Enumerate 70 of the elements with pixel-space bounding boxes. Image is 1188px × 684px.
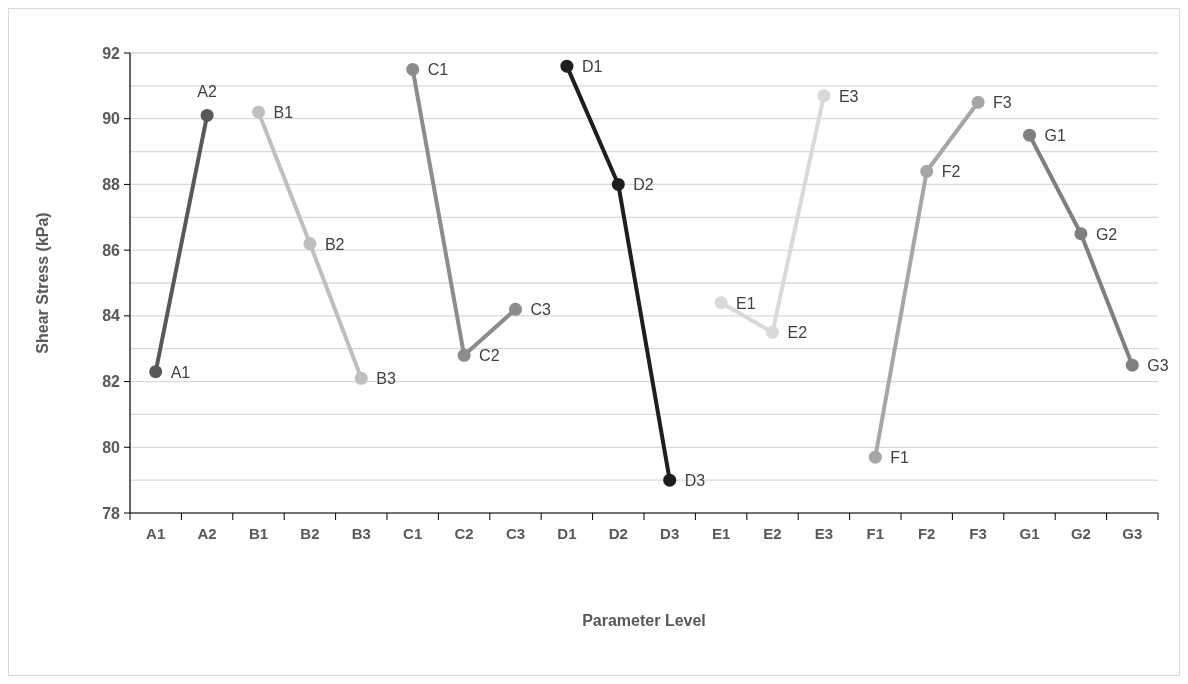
x-tick-label: F1 [866,525,885,542]
x-axis-title: Parameter Level [582,612,706,629]
x-tick-label: A2 [197,525,217,542]
point [457,348,471,362]
point [1074,227,1088,241]
x-tick-label: D1 [557,525,577,542]
x-tick-label: G2 [1070,525,1091,542]
point [354,371,368,385]
annotation: A2 [197,83,217,101]
point [766,325,779,339]
point [560,59,574,73]
y-axis-title: Shear Stress (kPa) [34,212,51,354]
annotation: F2 [941,163,961,181]
point [509,302,522,316]
x-tick-label: A1 [146,525,166,542]
x-tick-label: E1 [711,525,731,542]
x-tick-label: D3 [660,525,680,542]
annotation: B3 [376,370,396,388]
x-tick-label: F3 [969,525,987,542]
x-tick-label: C1 [403,525,423,542]
point [252,105,265,119]
annotation: B2 [324,235,345,253]
point [406,62,420,76]
y-tick-label: 90 [102,110,121,128]
annotation: A1 [170,363,191,381]
y-tick-label: 82 [102,373,121,391]
point [971,95,985,109]
point [303,237,317,251]
x-tick-label: C2 [454,525,474,542]
point [714,296,728,310]
point [200,108,214,122]
point [611,177,625,191]
annotation: E1 [736,294,756,312]
y-tick-label: 78 [102,504,121,522]
x-tick-label: B1 [248,525,269,542]
annotation: F1 [890,449,910,467]
annotation: E2 [787,324,808,342]
point [817,89,831,103]
annotation: D3 [684,472,706,490]
x-tick-label: E3 [814,525,834,542]
point [1023,128,1036,142]
y-tick-label: 88 [102,176,121,194]
x-tick-label: G3 [1122,525,1143,542]
annotation: E3 [838,87,859,105]
annotation: C2 [479,347,500,365]
y-tick-label: 86 [102,241,121,259]
y-tick-label: 92 [102,44,121,62]
y-tick-label: 84 [102,307,121,325]
x-tick-label: D2 [608,525,628,542]
annotation: C3 [530,301,552,319]
annotation: C1 [427,61,449,79]
x-tick-label: F2 [917,525,936,542]
point [149,365,163,379]
x-tick-label: B3 [351,525,371,542]
x-tick-label: B2 [300,525,320,542]
annotation: D2 [633,176,654,194]
point [920,164,934,178]
point [663,473,677,487]
point [868,450,882,464]
y-tick-label: 80 [102,438,121,456]
annotation: D1 [581,58,603,76]
annotation: G1 [1044,127,1066,145]
x-tick-label: G1 [1019,525,1040,542]
annotation: G3 [1147,357,1169,375]
annotation: G2 [1095,225,1118,243]
x-tick-label: E2 [763,525,782,542]
x-tick-label: C3 [505,525,526,542]
point [1125,358,1139,372]
annotation: F3 [993,94,1012,112]
annotation: B1 [273,104,294,122]
